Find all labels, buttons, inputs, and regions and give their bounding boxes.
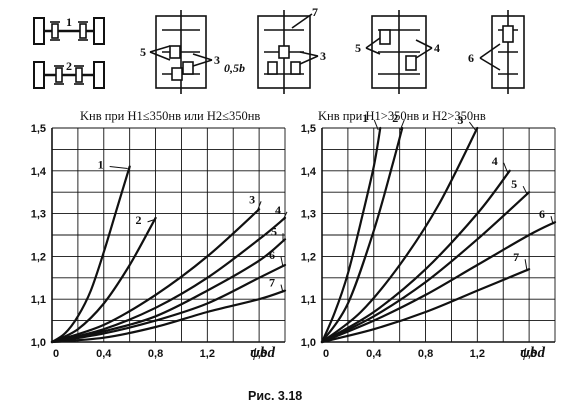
curve-5	[320, 191, 531, 344]
scheme-4-drawing: 7 0,5b 3	[224, 5, 326, 94]
chart-right-xticks: 0 0,4 0,8 1,2 1,6	[323, 348, 537, 360]
scheme-4-label-a: 7	[312, 5, 318, 19]
y-tick-label: 1,5	[31, 123, 46, 135]
scheme-5-drawing: 5 4	[355, 10, 440, 94]
scheme-3-label-a: 5	[140, 45, 146, 59]
x-tick-label: 1,2	[200, 348, 215, 360]
curve-label-leader	[280, 284, 284, 293]
gearbox-schemes: 1 2 5 3	[33, 5, 525, 94]
curve-1	[320, 126, 382, 344]
curve-label-2: 2	[392, 111, 398, 125]
scheme-5-label-b: 4	[434, 41, 440, 55]
curve-1	[50, 165, 131, 344]
chart-left-curves	[50, 165, 287, 344]
curve-label-leader	[147, 219, 154, 223]
chart-right-curve-labels: 1 2 3 45 6 7	[362, 111, 554, 272]
curve-label-leader	[399, 119, 405, 131]
curve-label-6: 6	[269, 248, 275, 262]
scheme-3-label-b: 3	[214, 53, 220, 67]
curve-label-1: 1	[98, 158, 104, 172]
chart-left-yticks: 1,0 1,1 1,2 1,3 1,4 1,5	[31, 123, 47, 349]
curve-5	[50, 238, 287, 344]
curve-label-leader	[280, 256, 284, 268]
curve-2	[320, 126, 404, 344]
curve-label-leader	[468, 121, 476, 131]
curve-label-1: 1	[362, 111, 368, 125]
x-tick-label: 0,8	[148, 348, 163, 360]
y-tick-label: 1,4	[31, 166, 47, 178]
curve-7	[320, 268, 531, 344]
curve-label-leader	[282, 211, 288, 221]
curve-label-5: 5	[511, 177, 517, 191]
scheme-2-drawing: 2	[33, 59, 105, 89]
y-tick-label: 1,0	[301, 337, 316, 349]
chart-right-curves	[320, 126, 557, 344]
chart-right-title: Kнв при H1>350нв и H2>350нв	[318, 109, 486, 123]
curve-4	[50, 216, 287, 344]
chart-left: Kнв при H1≤350нв или H2≤350нв 1,01,11,21…	[31, 109, 288, 361]
x-tick-label: 0	[323, 348, 329, 360]
y-tick-label: 1,2	[301, 251, 316, 263]
scheme-2-label: 2	[66, 59, 72, 73]
curve-label-3: 3	[457, 113, 463, 127]
curve-label-7: 7	[269, 276, 275, 290]
chart-right-yticks: 1,0 1,1 1,2 1,3 1,4 1,5	[301, 123, 317, 349]
curve-label-leader	[524, 259, 528, 272]
chart-left-curve-labels: 1 2 3 4 5 6 7	[98, 158, 288, 293]
x-tick-label: 1,2	[470, 348, 485, 360]
curve-2	[50, 216, 157, 344]
y-tick-label: 1,1	[31, 294, 46, 306]
curve-label-leader	[256, 201, 262, 212]
curve-3	[320, 126, 479, 344]
curve-label-7: 7	[513, 250, 519, 264]
curve-label-leader	[522, 185, 528, 195]
curve-3	[50, 208, 261, 344]
scheme-4-label-b: 0,5b	[224, 61, 245, 75]
y-tick-label: 1,4	[301, 166, 317, 178]
scheme-4-label-c: 3	[320, 49, 326, 63]
curve-label-4: 4	[492, 154, 498, 168]
curve-label-3: 3	[249, 192, 255, 206]
x-tick-label: 0,4	[96, 348, 112, 360]
curve-label-2: 2	[136, 213, 142, 227]
scheme-1-label: 1	[66, 15, 72, 29]
y-tick-label: 1,1	[301, 294, 316, 306]
chart-right-xlabel: ψbd	[520, 345, 546, 361]
x-tick-label: 1,6	[521, 348, 536, 360]
curve-label-4: 4	[275, 203, 281, 217]
figure-caption: Рис. 3.18	[248, 389, 302, 403]
curve-6	[50, 263, 287, 344]
curve-label-leader	[109, 166, 128, 170]
curve-label-5: 5	[271, 224, 277, 238]
scheme-1-drawing: 1	[33, 15, 105, 45]
x-tick-label: 0	[53, 348, 59, 360]
curve-label-leader	[373, 119, 379, 131]
y-tick-label: 1,3	[301, 209, 316, 221]
curve-label-leader	[503, 162, 509, 173]
curve-label-6: 6	[539, 207, 545, 221]
chart-left-xlabel: ψbd	[250, 345, 276, 361]
chart-right: Kнв при H1>350нв и H2>350нв 1,0 1,1 1,2 1,3…	[301, 109, 557, 361]
curve-4	[320, 169, 511, 344]
chart-left-title: Kнв при H1≤350нв или H2≤350нв	[80, 109, 260, 123]
x-tick-label: 0,4	[366, 348, 382, 360]
y-tick-label: 1,0	[31, 337, 46, 349]
scheme-3-drawing: 5 3	[140, 10, 220, 94]
x-tick-label: 0,8	[418, 348, 433, 360]
y-tick-label: 1,5	[301, 123, 316, 135]
x-tick-label: 1,6	[251, 348, 266, 360]
curve-7	[50, 289, 287, 344]
y-tick-label: 1,3	[31, 209, 46, 221]
scheme-6-drawing: 6	[468, 10, 525, 94]
curve-label-leader	[550, 216, 554, 225]
y-tick-label: 1,2	[31, 251, 46, 263]
chart-left-grid	[51, 127, 286, 343]
scheme-6-label: 6	[468, 51, 474, 65]
scheme-5-label-a: 5	[355, 41, 361, 55]
chart-left-xticks: 0 0,4 0,8 1,2 1,6	[53, 348, 267, 360]
curve-6	[320, 221, 557, 344]
